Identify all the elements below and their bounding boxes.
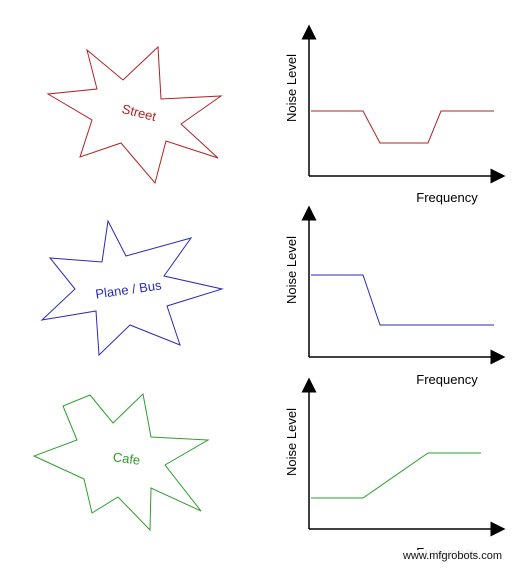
plane-bus-x-label: Frequency — [416, 372, 478, 387]
street-x-label: Frequency — [416, 190, 478, 205]
street-noise-curve — [311, 110, 494, 144]
plane-bus-star — [40, 219, 224, 357]
street-group: Street — [46, 45, 223, 185]
plane-bus-group: Plane / Bus — [40, 219, 224, 357]
street-y-label: Noise Level — [284, 54, 299, 122]
cafe-group: Cafe — [32, 392, 210, 532]
plane-bus-chart: Noise Level Frequency — [284, 205, 506, 387]
watermark: www.mfgrobots.com — [400, 550, 504, 562]
plane-bus-y-label: Noise Level — [284, 236, 299, 304]
cafe-noise-curve — [311, 452, 481, 499]
street-chart: Noise Level Frequency — [284, 24, 506, 205]
street-star — [46, 45, 223, 185]
plane-bus-noise-curve — [311, 274, 494, 326]
cafe-y-label: Noise Level — [284, 408, 299, 476]
cafe-chart: Noise Level Frequency — [284, 377, 506, 560]
cafe-star — [32, 392, 210, 532]
cafe-label: Cafe — [112, 449, 141, 468]
